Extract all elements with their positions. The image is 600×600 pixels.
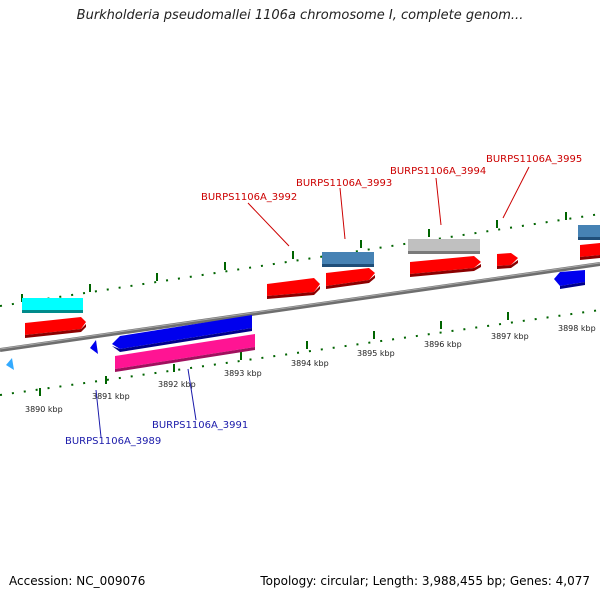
accession-text: Accession: NC_009076 (9, 574, 146, 588)
feature-cyan-arrow-edge[interactable] (6, 358, 14, 370)
gene-label-3994[interactable]: BURPS1106A_3994 (390, 166, 486, 177)
feature-gene-right-edge[interactable] (578, 225, 600, 240)
genome-backbone-highlight (0, 262, 600, 350)
lower-major-ticks (39, 312, 509, 396)
feature-cds-left[interactable] (25, 317, 86, 338)
kbp-label-3897: 3897 kbp (491, 332, 529, 341)
gene-label-3995[interactable]: BURPS1106A_3995 (486, 154, 582, 165)
feature-cyan-gene[interactable] (22, 298, 83, 313)
map-title: Burkholderia pseudomallei 1106a chromoso… (76, 8, 524, 23)
feature-cds-3995[interactable] (497, 253, 518, 269)
feature-blue-3991[interactable] (112, 315, 252, 352)
kbp-label-3894: 3894 kbp (291, 359, 329, 368)
feature-pink-3991[interactable] (115, 334, 255, 372)
genome-backbone (0, 262, 600, 352)
feature-gene-3993[interactable] (322, 252, 374, 267)
kbp-label-3890: 3890 kbp (25, 405, 63, 414)
kbp-label-3895: 3895 kbp (357, 349, 395, 358)
feature-cds-3994[interactable] (410, 256, 481, 277)
gene-label-3992[interactable]: BURPS1106A_3992 (201, 192, 297, 203)
feature-cds-right-edge[interactable] (580, 243, 600, 260)
kbp-label-3896: 3896 kbp (424, 340, 462, 349)
lower-scale-line (0, 309, 600, 396)
kbp-label-3891: 3891 kbp (92, 392, 130, 401)
feature-gene-3994[interactable] (408, 239, 480, 254)
feature-cds-3993[interactable] (326, 268, 375, 289)
kbp-label-3893: 3893 kbp (224, 369, 262, 378)
feature-blue-right[interactable] (554, 270, 585, 289)
gene-label-3993[interactable]: BURPS1106A_3993 (296, 178, 392, 189)
kbp-label-3892: 3892 kbp (158, 380, 196, 389)
kbp-label-3898: 3898 kbp (558, 324, 596, 333)
gene-label-3991[interactable]: BURPS1106A_3991 (152, 420, 248, 431)
gene-label-3989[interactable]: BURPS1106A_3989 (65, 436, 161, 447)
upper-scale-line (0, 213, 600, 307)
genome-summary-text: Topology: circular; Length: 3,988,455 bp… (260, 574, 590, 588)
callout-lines (95, 166, 530, 438)
feature-small-blue-left[interactable] (90, 340, 98, 354)
feature-cds-3992[interactable] (267, 278, 320, 299)
